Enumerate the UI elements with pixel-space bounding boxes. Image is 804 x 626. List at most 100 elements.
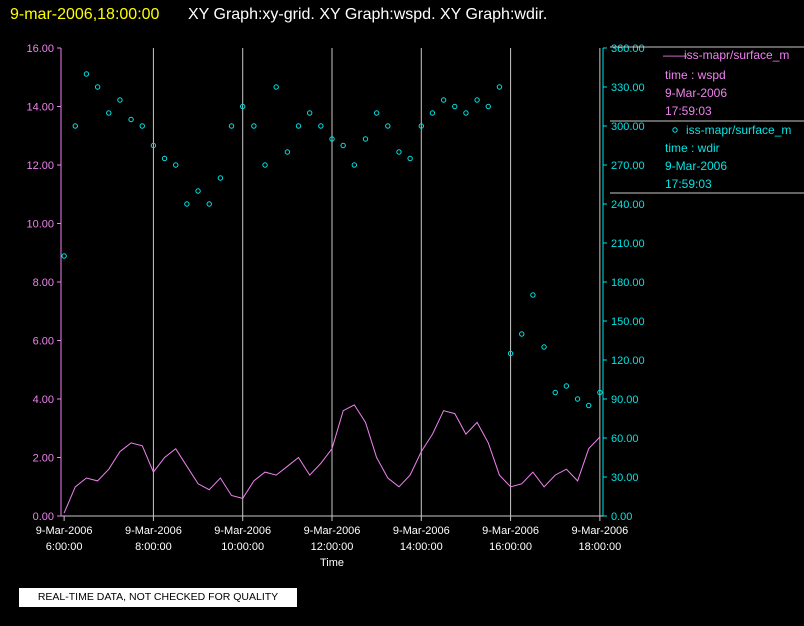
right-tick-label-9: 270.00	[611, 160, 645, 172]
legend-wspd-marker: ——	[663, 48, 687, 62]
right-y-ticks: 0.00 30.00 60.00 90.00 120.00 150.00 180.00 210…	[603, 43, 645, 523]
wdir-point-29	[385, 123, 391, 129]
wdir-point-47	[586, 402, 592, 409]
legend-wdir-var: time : wdir	[665, 141, 720, 155]
wdir-point-24	[329, 136, 335, 142]
right-tick-label-7: 210.00	[611, 238, 645, 250]
wdir-point-3	[94, 84, 101, 90]
left-tick-label-5: 10.00	[26, 219, 54, 231]
wdir-point-8	[150, 142, 157, 149]
right-tick-label-0: 0.00	[611, 511, 632, 523]
wdir-point-39	[496, 84, 503, 90]
wdir-point-34	[440, 97, 447, 103]
wdir-point-20	[284, 149, 291, 155]
wdir-point-40	[507, 350, 514, 357]
right-tick-label-1: 30.00	[611, 472, 639, 484]
wdir-point-10	[173, 162, 179, 168]
wdir-point-36	[463, 110, 469, 116]
x-tick-date-3: 9-Mar-2006	[304, 525, 361, 537]
wdir-point-18	[262, 162, 268, 168]
left-y-ticks: 0.00 2.00 4.00 6.00 8.00 10.00 12.00 14.00 16.00	[26, 43, 61, 523]
header-graph-titles: XY Graph:xy-grid. XY Graph:wspd. XY Grap…	[188, 6, 547, 23]
wdir-point-45	[563, 383, 570, 389]
wdir-point-19	[273, 84, 279, 90]
x-tick-date-6: 9-Mar-2006	[571, 525, 628, 537]
wdir-point-25	[340, 142, 346, 149]
right-tick-label-3: 90.00	[611, 394, 639, 406]
wdir-point-11	[184, 201, 190, 207]
right-tick-label-5: 150.00	[611, 316, 645, 328]
wdir-point-7	[139, 123, 145, 129]
series-wspd	[63, 404, 601, 514]
wdir-point-28	[373, 110, 380, 116]
wdir-point-37	[474, 97, 480, 103]
x-tick-date-0: 9-Mar-2006	[36, 525, 93, 537]
x-tick-date-5: 9-Mar-2006	[482, 525, 539, 537]
wdir-point-38	[485, 103, 491, 110]
wdir-point-21	[295, 123, 302, 129]
x-tick-time-0: 6:00:00	[46, 541, 83, 553]
series-wdir	[61, 71, 603, 409]
right-tick-label-4: 120.00	[611, 355, 645, 367]
wdir-point-42	[530, 292, 536, 298]
left-tick-label-1: 2.00	[33, 453, 54, 465]
wdir-point-35	[452, 103, 458, 110]
right-tick-label-11: 330.00	[611, 82, 645, 94]
wdir-point-46	[574, 396, 581, 402]
wdir-point-33	[429, 110, 436, 116]
quality-disclaimer: REAL-TIME DATA, NOT CHECKED FOR QUALITY	[19, 588, 297, 607]
x-axis-label: Time	[320, 557, 344, 569]
legend-wdir-time: 17:59:03	[665, 177, 712, 191]
left-tick-label-8: 16.00	[26, 43, 54, 55]
legend-wdir-marker	[672, 127, 678, 133]
wdir-point-32	[418, 123, 424, 129]
legend: —— iss-mapr/surface_m time : wspd 9-Mar-…	[610, 46, 804, 194]
left-tick-label-7: 14.00	[26, 102, 54, 114]
left-tick-label-3: 6.00	[33, 336, 54, 348]
x-tick-time-6: 18:00:00	[578, 541, 621, 553]
x-tick-time-5: 16:00:00	[489, 541, 532, 553]
wdir-point-15	[228, 123, 235, 129]
wdir-point-43	[541, 344, 547, 350]
right-tick-label-8: 240.00	[611, 199, 645, 211]
x-tick-time-2: 10:00:00	[221, 541, 264, 553]
wdir-point-0	[61, 253, 67, 259]
wdir-point-1	[72, 123, 78, 129]
wdir-point-31	[407, 155, 413, 162]
wspd-line	[63, 404, 601, 514]
x-tick-date-1: 9-Mar-2006	[125, 525, 182, 537]
right-tick-label-10: 300.00	[611, 121, 645, 133]
legend-wspd-var: time : wspd	[665, 68, 726, 82]
left-tick-label-2: 4.00	[33, 394, 54, 406]
x-tick-time-1: 8:00:00	[135, 541, 172, 553]
wdir-point-26	[351, 162, 358, 168]
wdir-point-12	[195, 188, 201, 194]
wdir-point-4	[106, 110, 112, 116]
wdir-point-17	[251, 123, 257, 129]
wdir-point-48	[597, 389, 603, 396]
right-tick-label-12: 360.00	[611, 43, 645, 55]
wdir-point-16	[240, 103, 246, 110]
wdir-point-22	[306, 110, 313, 116]
left-tick-label-0: 0.00	[33, 511, 54, 523]
wdir-point-14	[217, 175, 224, 181]
wdir-point-5	[117, 97, 123, 103]
x-tick-date-4: 9-Mar-2006	[393, 525, 450, 537]
header-date: 9-mar-2006,18:00:00	[10, 6, 160, 23]
wdir-point-9	[161, 155, 168, 162]
left-tick-label-4: 8.00	[33, 277, 54, 289]
right-tick-label-6: 180.00	[611, 277, 645, 289]
wdir-point-30	[396, 149, 402, 155]
legend-wspd-time: 17:59:03	[665, 104, 712, 118]
left-tick-label-6: 12.00	[26, 160, 54, 172]
legend-wspd-date: 9-Mar-2006	[665, 86, 727, 100]
x-tick-time-4: 14:00:00	[400, 541, 443, 553]
x-ticks: 9-Mar-2006 6:00:00 9-Mar-2006 8:00:00 9-Mar-…	[36, 516, 628, 553]
wdir-point-41	[519, 331, 525, 337]
wdir-point-6	[128, 116, 134, 123]
legend-wspd-name: iss-mapr/surface_m	[684, 48, 789, 62]
wdir-point-44	[552, 389, 558, 396]
wdir-point-13	[206, 201, 212, 207]
legend-wdir-name: iss-mapr/surface_m	[686, 123, 791, 137]
